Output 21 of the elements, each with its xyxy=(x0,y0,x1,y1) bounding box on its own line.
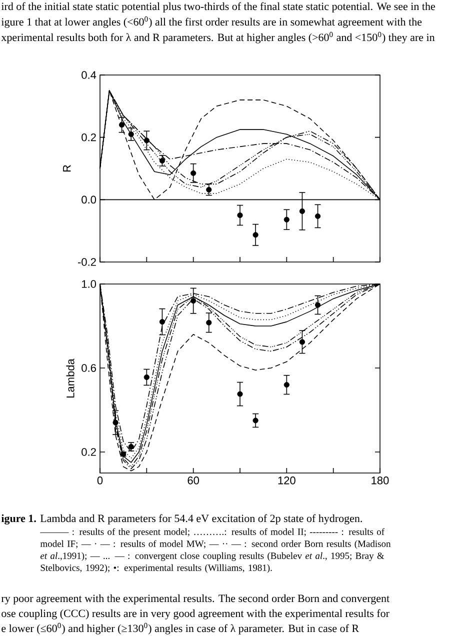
text: ——— : results of the present model; ……….: results of model II; --------- : results of model IF; — · — : results of model MW; — ·· — : second order Born results (Madison et al.,1991); — ... — : convergent close coupling results (Bubelev et al., 1995; Bray & Stelbovics, 1992); •: experimental results (Williams, 1981). xyxy=(40,528,391,573)
y-tick-label: 0.6 xyxy=(82,364,96,372)
y-axis-title: Lambda xyxy=(66,358,74,398)
text: ose coupling (CCC) results are in very good agreement with the experimental results for xyxy=(2,609,390,620)
text: igure 1 that at lower angles (<60$^{0}$) all the first order results are in somewhat agreement with the xyxy=(1,16,422,28)
y-tick-label: 0.4 xyxy=(82,71,96,79)
y-tick-label: 0.0 xyxy=(82,196,96,204)
text: ird of the initial state static potential plus two-thirds of the final state static potential. We see in the xyxy=(1,2,436,12)
y-tick-label: -0.2 xyxy=(78,258,96,266)
y-tick-label: 1.0 xyxy=(82,280,96,288)
x-tick-label: 180 xyxy=(372,476,389,484)
x-tick-label: 60 xyxy=(188,476,200,484)
text: e lower (≤60$^{0}$) and higher (≥130$^{0}$) angles in case of λ parameter. But in case of R xyxy=(2,622,360,634)
y-tick-label: 0.2 xyxy=(82,133,96,142)
y-axis-title: R xyxy=(63,165,71,172)
x-tick-label: 120 xyxy=(278,476,296,484)
text: xperimental results both for λ and R parameters. But at higher angles (>60$^{0}$ and <150$^{0}$) they are in xyxy=(1,32,435,44)
y-tick-label: 0.2 xyxy=(82,448,96,456)
x-tick-label: 0 xyxy=(97,476,103,484)
text: ry poor agreement with the experimental results. The second order Born and convergent xyxy=(1,594,390,604)
text: igure 1. Lambda and R parameters for 54.4 eV excitation of 2p state of hydrogen. xyxy=(1,514,362,524)
